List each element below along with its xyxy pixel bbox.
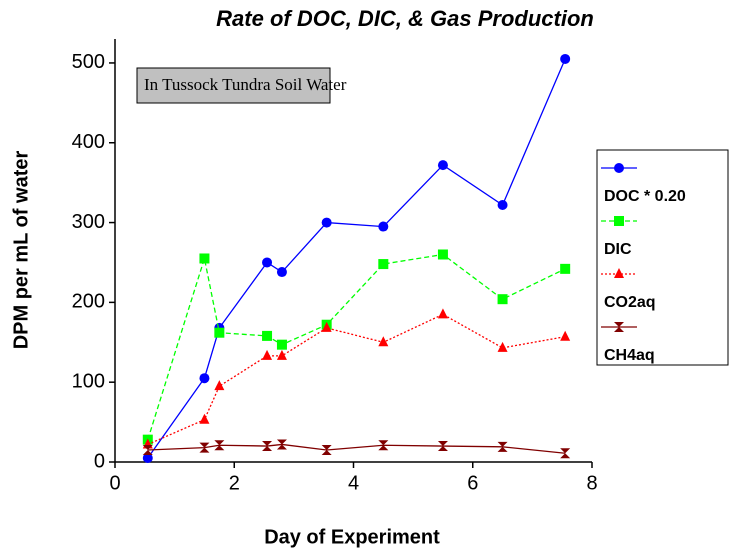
point [560, 330, 571, 341]
legend-label: DIC [604, 241, 632, 258]
point [321, 321, 332, 332]
point [378, 221, 389, 232]
y-tick-label: 300 [72, 211, 105, 233]
x-tick-label: 2 [229, 472, 240, 494]
point [199, 413, 210, 424]
point [560, 53, 571, 64]
y-tick-label: 0 [94, 450, 105, 472]
legend-marker [614, 163, 624, 173]
y-tick-label: 500 [72, 51, 105, 73]
x-tick-label: 8 [586, 472, 597, 494]
legend-label: CH4aq [604, 347, 655, 364]
point [321, 217, 332, 228]
series-line [147, 58, 566, 459]
y-axis-label: DPM per mL of water [10, 151, 32, 350]
point [142, 445, 153, 456]
point [378, 440, 389, 451]
annotation-box [136, 67, 331, 104]
chart-title: Rate of DOC, DIC, & Gas Production [216, 6, 594, 31]
point [276, 267, 287, 278]
x-tick-label: 4 [348, 472, 359, 494]
point [142, 453, 153, 464]
point [214, 440, 225, 451]
point [497, 341, 508, 352]
point [321, 445, 332, 456]
point [437, 249, 448, 260]
point [214, 327, 225, 338]
legend-marker [614, 216, 624, 226]
series-line [147, 443, 566, 454]
point [437, 441, 448, 452]
point [560, 448, 571, 459]
point [262, 330, 273, 341]
x-axis-label: Day of Experiment [264, 526, 440, 548]
point [437, 308, 448, 319]
x-tick-label: 6 [467, 472, 478, 494]
series-line [147, 253, 566, 440]
point [199, 373, 210, 384]
point [214, 380, 225, 391]
point [497, 200, 508, 211]
y-tick-label: 100 [72, 370, 105, 392]
point [378, 259, 389, 270]
point [560, 263, 571, 274]
legend-label: DOC * 0.20 [604, 188, 686, 205]
legend-marker [614, 268, 624, 278]
legend-label: CO2aq [604, 294, 656, 311]
point [262, 349, 273, 360]
y-tick-label: 400 [72, 131, 105, 153]
point [262, 441, 273, 452]
y-tick-label: 200 [72, 291, 105, 313]
point [378, 336, 389, 347]
point [276, 349, 287, 360]
point [276, 439, 287, 450]
point [497, 441, 508, 452]
point [199, 253, 210, 264]
point [262, 257, 273, 268]
x-tick-label: 0 [109, 472, 120, 494]
annotation: In Tussock Tundra Soil Water [144, 75, 347, 94]
point [497, 294, 508, 305]
point [437, 160, 448, 171]
point [199, 442, 210, 453]
point [276, 339, 287, 350]
legend-marker [614, 322, 624, 332]
series-line [147, 313, 566, 446]
